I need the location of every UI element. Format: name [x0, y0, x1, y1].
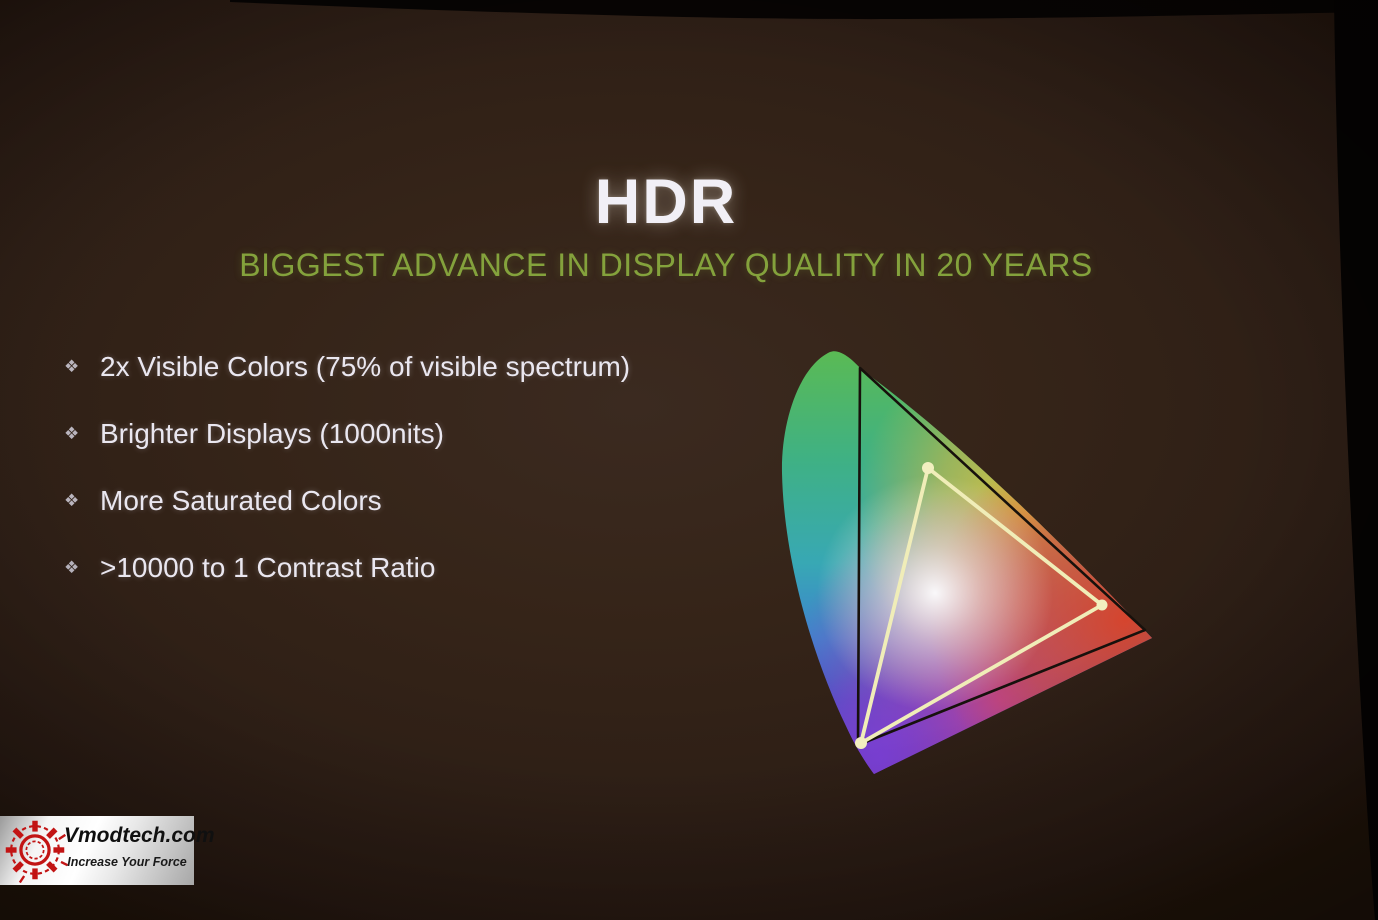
gamut-vertex-dot — [922, 462, 934, 474]
diamond-bullet-icon: ❖ — [64, 491, 80, 510]
watermark-site-name: Vmodtech.com — [64, 824, 215, 847]
diamond-bullet-icon: ❖ — [64, 424, 80, 443]
bullet-item: ❖ More Saturated Colors — [64, 484, 630, 518]
watermark-banner: Vmodtech.com Increase Your Force — [0, 816, 215, 885]
diamond-bullet-icon: ❖ — [64, 357, 80, 376]
bullet-text: Brighter Displays (1000nits) — [100, 418, 444, 449]
watermark-tagline: Increase Your Force — [67, 855, 187, 869]
screen-right-edge — [1334, 0, 1378, 920]
vmodtech-logo-icon — [5, 820, 69, 884]
bullet-item: ❖ >10000 to 1 Contrast Ratio — [64, 551, 630, 585]
bullet-item: ❖ Brighter Displays (1000nits) — [64, 417, 630, 451]
color-gamut-diagram — [781, 351, 1153, 774]
watermark-text: Vmodtech.com Increase Your Force — [64, 823, 215, 872]
bullet-text: More Saturated Colors — [100, 485, 382, 516]
slide-content: HDR BIGGEST ADVANCE IN DISPLAY QUALITY I… — [64, 167, 1153, 774]
bullet-text: 2x Visible Colors (75% of visible spectr… — [100, 351, 631, 382]
screen-top-edge — [230, 0, 1378, 20]
gamut-vertex-dot — [1096, 599, 1108, 611]
diamond-bullet-icon: ❖ — [64, 558, 80, 577]
bullet-list: ❖ 2x Visible Colors (75% of visible spec… — [64, 350, 630, 618]
gamut-vertex-dot — [855, 737, 867, 749]
gamut-triangle-outer — [856, 366, 1147, 747]
gamut-triangle-inner — [855, 462, 1108, 749]
slide-subtitle: BIGGEST ADVANCE IN DISPLAY QUALITY IN 20… — [239, 247, 1093, 283]
slide-title: HDR — [594, 167, 738, 237]
bullet-item: ❖ 2x Visible Colors (75% of visible spec… — [64, 350, 630, 384]
bullet-text: >10000 to 1 Contrast Ratio — [100, 552, 436, 583]
